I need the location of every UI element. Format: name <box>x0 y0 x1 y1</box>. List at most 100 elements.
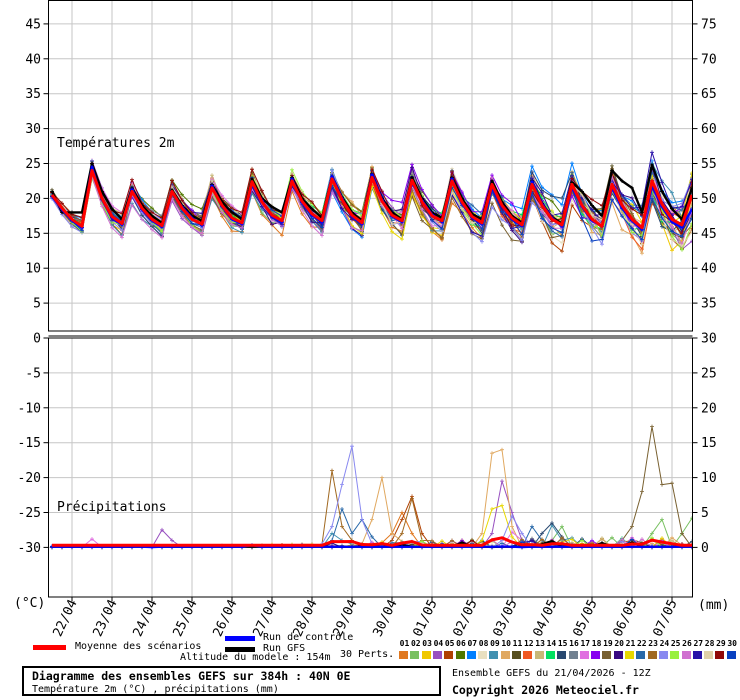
x-axis-date-label: 30/04 <box>370 597 400 639</box>
right-axis-tick-label: 65 <box>701 87 717 102</box>
member-color-swatch <box>625 651 634 659</box>
member-color-swatch <box>557 651 567 659</box>
right-axis-tick-label: 45 <box>701 227 717 242</box>
model-altitude-label: Altitude du modele : 154m <box>180 652 331 663</box>
left-axis-tick-label: -10 <box>18 401 41 416</box>
precip-member-line-24-markers <box>50 444 693 550</box>
x-axis-date-label: 24/04 <box>130 597 160 639</box>
x-axis-date-label: 05/05 <box>570 597 600 639</box>
member-number-label: 07 <box>467 639 478 648</box>
precip-mean-line <box>52 536 692 547</box>
precipitation-series <box>50 424 693 550</box>
precip-member-line-24 <box>51 445 692 548</box>
member-color-swatch <box>432 651 442 659</box>
member-number-label: 27 <box>693 639 704 648</box>
temp-mean-line <box>50 169 693 230</box>
left-axis-tick-label: 0 <box>33 332 41 347</box>
member-number-label: 02 <box>410 639 421 648</box>
member-number-label: 18 <box>591 639 602 648</box>
member-color-swatch <box>579 651 589 659</box>
member-number-label: 22 <box>636 639 647 648</box>
right-axis-tick-label: 40 <box>701 262 717 277</box>
x-axis-date-label: 25/04 <box>170 597 200 639</box>
x-axis-date-label: 02/05 <box>450 597 480 639</box>
member-color-swatch <box>545 651 555 659</box>
member-number-label: 05 <box>444 639 455 648</box>
precip-member-line-10 <box>52 449 693 548</box>
left-axis-tick-label: -15 <box>18 436 41 451</box>
left-axis-tick-label: 30 <box>25 122 41 137</box>
temperature-panel-label: Températures 2m <box>57 136 175 151</box>
member-number-label: 14 <box>546 639 557 648</box>
member-number-label: 17 <box>580 639 591 648</box>
member-color-swatch <box>444 651 454 659</box>
left-axis-tick-label: -5 <box>25 366 41 381</box>
member-number-label: 29 <box>716 639 726 648</box>
member-number-label: 25 <box>670 639 681 648</box>
member-color-swatch <box>512 651 521 659</box>
right-axis-tick-label: 70 <box>701 52 717 67</box>
left-axis-tick-label: 40 <box>25 52 41 67</box>
left-axis-tick-label: -30 <box>18 541 41 556</box>
left-axis-tick-label: 5 <box>33 297 41 312</box>
precipitation-panel-label: Précipitations <box>57 500 167 515</box>
x-axis-date-label: 01/05 <box>410 597 440 639</box>
left-axis-tick-label: -20 <box>18 471 41 486</box>
chart-subtitle: Température 2m (°C) , précipitations (mm… <box>32 684 279 695</box>
member-color-swatch <box>399 651 408 659</box>
member-number-label: 20 <box>614 639 624 648</box>
member-color-swatch <box>647 651 657 659</box>
precip-member-line-19 <box>52 426 693 548</box>
left-axis-tick-label: 20 <box>25 192 41 207</box>
legend-mean-swatch <box>33 645 66 650</box>
right-axis-tick-label: 35 <box>701 297 717 312</box>
right-axis-tick-label: 20 <box>701 401 717 416</box>
member-color-swatch <box>692 651 702 659</box>
temperature-series <box>50 150 693 256</box>
legend-mean-label: Moyenne des scénarios <box>75 641 202 652</box>
legend-control-swatch <box>225 636 255 641</box>
member-number-label: 01 <box>399 639 410 648</box>
member-number-label: 26 <box>682 639 692 648</box>
right-axis-tick-label: 55 <box>701 157 717 172</box>
member-color-swatch <box>489 651 499 659</box>
x-axis-date-label: 07/05 <box>650 597 680 639</box>
member-color-legend: 01 02 03 04 05 06 07 08 09 10 11 12 13 14 15 16 17 18 19 20… <box>399 639 740 660</box>
member-number-label: 28 <box>704 639 715 648</box>
member-color-swatch <box>613 651 623 659</box>
member-color-swatch <box>704 651 714 659</box>
legend-gfs-label: Run GFS <box>263 643 306 654</box>
right-axis-tick-label: 30 <box>701 332 717 347</box>
member-number-label: 06 <box>456 639 466 648</box>
member-number-label: 11 <box>512 639 523 648</box>
member-number-label: 13 <box>535 639 545 648</box>
member-color-swatch <box>715 651 725 659</box>
member-color-swatch <box>681 651 691 659</box>
right-axis-unit: (mm) <box>698 598 729 613</box>
precip-member-line-10-markers <box>50 447 693 550</box>
x-axis-date-label: 23/04 <box>90 597 120 639</box>
member-number-label: 12 <box>523 639 534 648</box>
run-info-label: Ensemble GEFS du 21/04/2026 - 12Z <box>452 668 651 679</box>
member-number-label: 23 <box>648 639 658 648</box>
left-axis-tick-label: 15 <box>25 227 41 242</box>
x-axis-date-label: 26/04 <box>210 597 240 639</box>
legend-gfs-swatch <box>225 647 255 652</box>
member-color-swatch <box>410 651 420 659</box>
member-color-swatch <box>658 651 668 659</box>
member-color-swatch <box>670 651 680 659</box>
member-number-label: 09 <box>490 639 500 648</box>
member-color-swatch <box>455 651 465 659</box>
left-axis-tick-label: 35 <box>25 87 41 102</box>
member-color-swatch <box>591 651 601 659</box>
right-axis-tick-label: 10 <box>701 471 717 486</box>
copyright-label: Copyright 2026 Meteociel.fr <box>452 683 639 697</box>
chart-info-box: Diagramme des ensembles GEFS sur 384h : … <box>22 666 441 696</box>
member-number-label: 04 <box>433 639 444 648</box>
member-color-swatch <box>568 651 578 659</box>
right-axis-tick-label: 15 <box>701 436 717 451</box>
chart-title: Diagramme des ensembles GEFS sur 384h : … <box>32 669 351 683</box>
right-axis-tick-label: 60 <box>701 122 717 137</box>
